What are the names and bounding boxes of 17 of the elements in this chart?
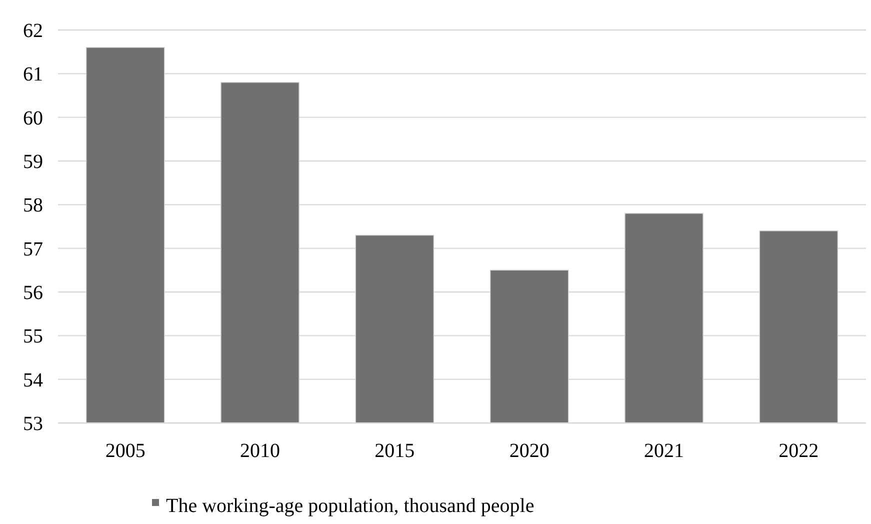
y-tick-label: 58 <box>23 194 43 217</box>
y-tick-label: 55 <box>23 326 43 348</box>
y-tick-label: 60 <box>23 107 43 130</box>
y-tick-label: 57 <box>23 238 43 260</box>
y-tick-label: 53 <box>23 413 43 435</box>
x-tick-label: 2020 <box>509 440 550 462</box>
x-tick-label: 2022 <box>778 440 819 462</box>
x-tick-label: 2015 <box>374 440 415 462</box>
y-tick-label: 59 <box>23 151 43 173</box>
x-tick-label: 2010 <box>240 440 280 462</box>
x-tick-label: 2021 <box>644 440 684 462</box>
legend-label: The working-age population, thousand people <box>166 495 534 517</box>
y-tick-label: 56 <box>23 282 43 304</box>
y-tick-label: 54 <box>23 369 43 392</box>
y-tick-label: 62 <box>23 20 43 42</box>
y-tick-label: 61 <box>23 64 43 86</box>
x-tick-label: 2005 <box>105 440 146 462</box>
